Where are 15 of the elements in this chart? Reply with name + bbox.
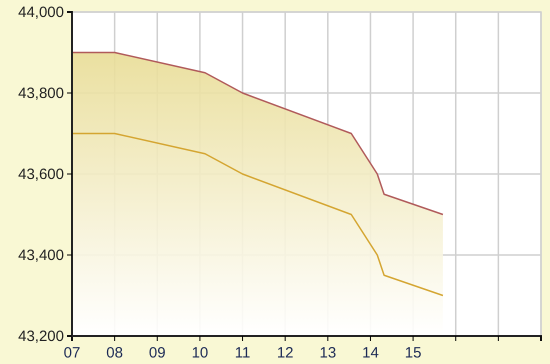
x-tick-label: 14	[362, 344, 379, 362]
y-tick-label: 44,000	[18, 4, 64, 21]
x-tick-label: 12	[276, 344, 294, 362]
x-tick-label: 11	[234, 344, 250, 362]
x-tick-label: 15	[404, 344, 422, 362]
y-tick-label: 43,800	[18, 84, 64, 102]
x-tick-label: 13	[319, 344, 336, 362]
x-tick-label: 08	[106, 344, 123, 362]
x-tick-label: 09	[148, 344, 166, 362]
y-tick-label: 43,200	[18, 328, 64, 345]
y-tick-label: 43,600	[18, 166, 64, 183]
line-series	[71, 132, 444, 296]
x-tick-label: 10	[192, 344, 208, 362]
y-tick-label: 43,400	[18, 246, 64, 264]
x-tick-label: 07	[64, 344, 80, 362]
